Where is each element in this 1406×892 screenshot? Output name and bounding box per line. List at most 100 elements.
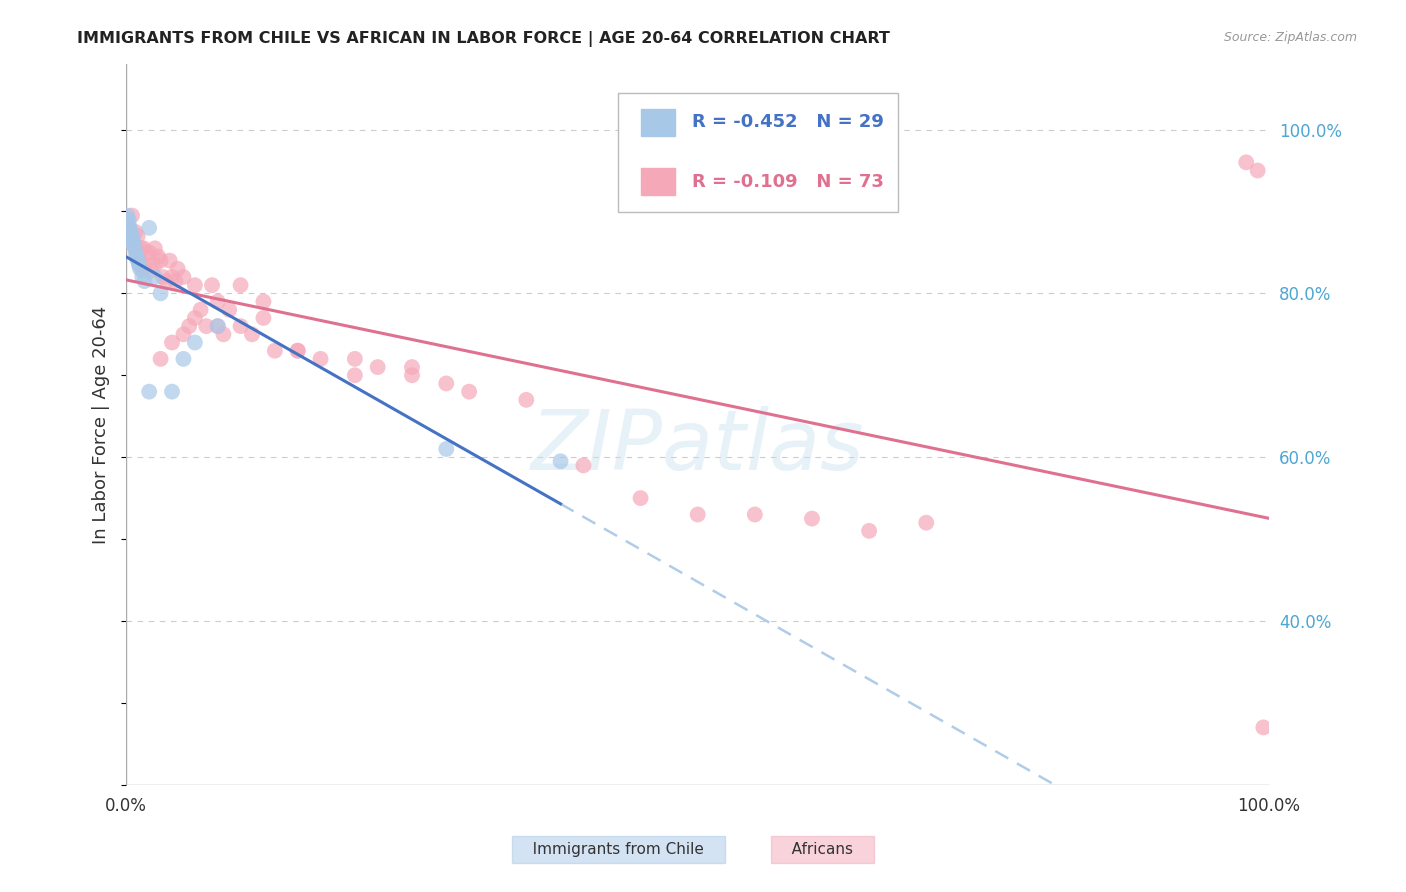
Point bbox=[117, 225, 139, 239]
Point bbox=[207, 319, 229, 334]
Point bbox=[141, 263, 163, 277]
FancyBboxPatch shape bbox=[641, 168, 675, 195]
Point bbox=[129, 241, 152, 255]
Point bbox=[148, 250, 170, 264]
Point bbox=[132, 241, 155, 255]
Point bbox=[127, 250, 149, 264]
Point bbox=[184, 335, 207, 350]
Point bbox=[229, 278, 252, 293]
Point bbox=[129, 258, 152, 272]
Text: R = -0.109   N = 73: R = -0.109 N = 73 bbox=[692, 172, 884, 191]
Point bbox=[159, 253, 181, 268]
Point bbox=[458, 384, 481, 399]
Point bbox=[309, 351, 332, 366]
Point bbox=[125, 245, 148, 260]
Point bbox=[138, 384, 160, 399]
Point bbox=[138, 220, 160, 235]
Y-axis label: In Labor Force | Age 20-64: In Labor Force | Age 20-64 bbox=[93, 305, 110, 543]
Point bbox=[207, 319, 229, 334]
Point bbox=[434, 376, 457, 391]
Point bbox=[124, 239, 146, 253]
Point bbox=[252, 310, 274, 325]
Point bbox=[190, 302, 212, 317]
Point bbox=[240, 327, 263, 342]
Point bbox=[367, 360, 389, 375]
Point bbox=[287, 343, 309, 358]
Point bbox=[131, 263, 153, 277]
Point bbox=[120, 230, 142, 244]
Point bbox=[212, 327, 235, 342]
Point bbox=[121, 229, 143, 244]
Point bbox=[149, 253, 172, 268]
Point bbox=[263, 343, 285, 358]
Point bbox=[143, 241, 166, 255]
Point bbox=[160, 384, 183, 399]
Point bbox=[179, 319, 201, 334]
Point bbox=[129, 261, 152, 276]
Point bbox=[138, 245, 160, 260]
Point bbox=[117, 212, 139, 227]
Point bbox=[800, 511, 823, 525]
Point bbox=[155, 274, 177, 288]
Point bbox=[121, 233, 143, 247]
Point bbox=[686, 508, 709, 522]
Point bbox=[131, 270, 153, 285]
Point bbox=[166, 261, 188, 276]
Point bbox=[201, 278, 224, 293]
Point bbox=[127, 253, 149, 268]
Point bbox=[858, 524, 880, 538]
Point bbox=[287, 343, 309, 358]
Point bbox=[118, 229, 141, 244]
Point bbox=[207, 294, 229, 309]
Point bbox=[122, 237, 145, 252]
Text: IMMIGRANTS FROM CHILE VS AFRICAN IN LABOR FORCE | AGE 20-64 CORRELATION CHART: IMMIGRANTS FROM CHILE VS AFRICAN IN LABO… bbox=[77, 31, 890, 47]
Point bbox=[401, 360, 423, 375]
FancyBboxPatch shape bbox=[641, 109, 675, 136]
Point bbox=[121, 209, 143, 223]
Text: Africans: Africans bbox=[778, 842, 868, 856]
Text: Source: ZipAtlas.com: Source: ZipAtlas.com bbox=[1223, 31, 1357, 45]
Point bbox=[165, 274, 187, 288]
Point bbox=[149, 351, 172, 366]
Point bbox=[184, 310, 207, 325]
Point bbox=[124, 241, 146, 255]
Point bbox=[195, 319, 218, 334]
Point bbox=[124, 239, 146, 253]
Point bbox=[343, 368, 366, 383]
Point bbox=[252, 294, 274, 309]
Point bbox=[152, 270, 174, 285]
Point bbox=[128, 253, 150, 268]
FancyBboxPatch shape bbox=[617, 93, 897, 211]
Point bbox=[120, 225, 142, 239]
Point bbox=[143, 258, 166, 272]
Point bbox=[1246, 163, 1268, 178]
Point bbox=[135, 247, 157, 261]
Point bbox=[149, 286, 172, 301]
Text: ZIPatlas: ZIPatlas bbox=[531, 406, 865, 486]
Point bbox=[125, 250, 148, 264]
Point bbox=[124, 225, 146, 239]
Point bbox=[172, 270, 194, 285]
Point bbox=[134, 258, 156, 272]
Point bbox=[630, 491, 652, 505]
Point bbox=[120, 229, 142, 244]
Point bbox=[143, 270, 166, 285]
Point bbox=[122, 233, 145, 247]
Point bbox=[401, 368, 423, 383]
Point bbox=[134, 274, 156, 288]
Point bbox=[1234, 155, 1257, 169]
Point bbox=[515, 392, 537, 407]
Point bbox=[343, 351, 366, 366]
Point bbox=[550, 454, 572, 468]
Point bbox=[915, 516, 938, 530]
Point bbox=[117, 209, 139, 223]
Point bbox=[434, 442, 457, 456]
Point bbox=[128, 258, 150, 272]
Point bbox=[1253, 721, 1275, 735]
Point bbox=[218, 302, 240, 317]
Point bbox=[172, 351, 194, 366]
Point bbox=[117, 220, 139, 235]
Point bbox=[118, 225, 141, 239]
Point bbox=[117, 217, 139, 231]
Point bbox=[572, 458, 595, 473]
